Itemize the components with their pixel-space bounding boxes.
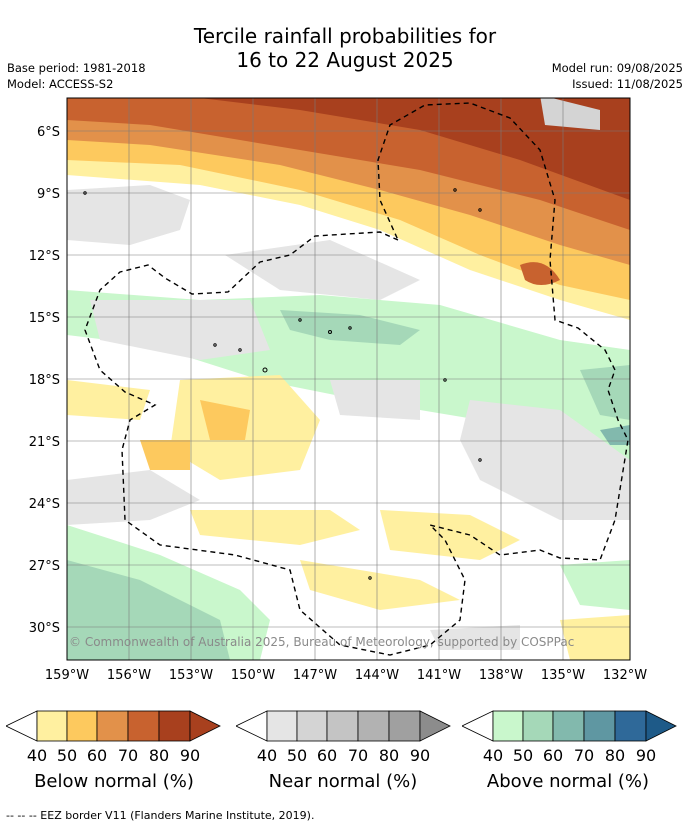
- tick-label: 70: [347, 746, 369, 765]
- tick-label: 50: [512, 746, 534, 765]
- tick-label: 40: [482, 746, 504, 765]
- lat-label: 27°S: [29, 559, 60, 574]
- lon-label: 132°W: [603, 668, 647, 683]
- below-normal-label: Below normal (%): [34, 771, 194, 792]
- map: © Commonwealth of Australia 2025, Bureau…: [29, 97, 647, 683]
- eez-border: [84, 102, 629, 656]
- lon-label: 159°W: [45, 668, 89, 683]
- tick-label: 80: [148, 746, 170, 765]
- tick-label: 90: [409, 746, 431, 765]
- lat-label: 18°S: [29, 373, 60, 388]
- lon-label: 141°W: [417, 668, 461, 683]
- lat-label: 12°S: [29, 249, 60, 264]
- meta-left: Base period: 1981-2018 Model: ACCESS-S2: [7, 60, 146, 92]
- model-run: Model run: 09/08/2025: [551, 61, 683, 75]
- above-normal-colorbar: [462, 710, 677, 742]
- near-normal-colorbar: [236, 710, 451, 742]
- copyright-notice: © Commonwealth of Australia 2025, Bureau…: [69, 635, 574, 649]
- lon-label: 156°W: [107, 668, 151, 683]
- lon-label: 153°W: [169, 668, 213, 683]
- above-normal-label: Above normal (%): [486, 771, 650, 792]
- tick-label: 90: [179, 746, 201, 765]
- eez-footnote: -- -- -- EEZ border V11 (Flanders Marine…: [6, 809, 315, 822]
- lon-label: 135°W: [541, 668, 585, 683]
- meta-right: Model run: 09/08/2025 Issued: 11/08/2025: [552, 60, 683, 92]
- lon-label: 150°W: [231, 668, 275, 683]
- tick-label: 80: [378, 746, 400, 765]
- tick-label: 40: [26, 746, 48, 765]
- longitude-labels: 159°W 156°W 153°W 150°W 147°W 144°W 141°…: [45, 668, 647, 683]
- lon-label: 138°W: [479, 668, 523, 683]
- lat-label: 21°S: [29, 435, 60, 450]
- lat-label: 9°S: [37, 187, 60, 202]
- base-period: Base period: 1981-2018: [7, 61, 146, 75]
- below-normal-colorbar: [6, 710, 221, 742]
- lat-label: 15°S: [29, 311, 60, 326]
- tick-label: 50: [286, 746, 308, 765]
- tick-label: 70: [117, 746, 139, 765]
- tick-label: 50: [56, 746, 78, 765]
- latitude-labels: 6°S 9°S 12°S 15°S 18°S 21°S 24°S 27°S 30…: [29, 125, 60, 636]
- tick-label: 70: [573, 746, 595, 765]
- tick-label: 60: [86, 746, 108, 765]
- tick-label: 60: [316, 746, 338, 765]
- tick-label: 60: [542, 746, 564, 765]
- tick-label: 80: [604, 746, 626, 765]
- title-line-1: Tercile rainfall probabilities for: [193, 24, 497, 48]
- islands: [83, 188, 482, 580]
- map-title: Tercile rainfall probabilities for 16 to…: [0, 24, 690, 72]
- lat-label: 30°S: [29, 621, 60, 636]
- lon-label: 144°W: [355, 668, 399, 683]
- model-name: Model: ACCESS-S2: [7, 77, 114, 91]
- lat-label: 6°S: [37, 125, 60, 140]
- graticule: [67, 98, 630, 660]
- near-normal-label: Near normal (%): [268, 771, 418, 792]
- tick-label: 40: [256, 746, 278, 765]
- probability-field: [67, 98, 630, 660]
- lon-label: 147°W: [293, 668, 337, 683]
- tick-label: 90: [635, 746, 657, 765]
- lat-label: 24°S: [29, 497, 60, 512]
- issued-date: Issued: 11/08/2025: [572, 77, 683, 91]
- title-line-2: 16 to 22 August 2025: [236, 48, 454, 72]
